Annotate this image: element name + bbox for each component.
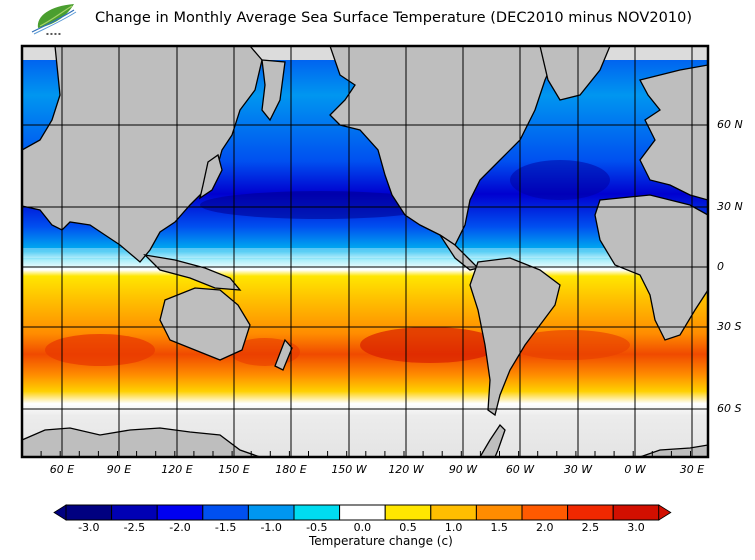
colorbar-bin	[339, 504, 386, 521]
svg-text:▪ ▪ ▪ ▪: ▪ ▪ ▪ ▪	[46, 31, 61, 36]
longitude-label: 60 W	[505, 463, 535, 476]
colorbar-bin	[430, 504, 477, 521]
colorbar-tick-label: -1.0	[260, 521, 282, 534]
longitude-label: 150 E	[218, 463, 250, 476]
graticule	[22, 46, 708, 457]
land-asia	[22, 46, 263, 263]
land-greenland	[539, 46, 611, 101]
cold-anomaly-north-pacific	[200, 191, 440, 219]
latitude-label: 0	[717, 260, 724, 273]
colorbar-tick-label: -3.0	[78, 521, 100, 534]
cold-anomaly-north-atlantic	[510, 160, 610, 200]
longitude-label: 150 W	[331, 463, 367, 476]
longitude-label: 180 E	[275, 463, 307, 476]
land-north-america	[329, 46, 561, 246]
longitude-label: 60 E	[49, 463, 75, 476]
warm-anomaly-south-pacific	[360, 327, 500, 363]
colorbar-bin	[202, 504, 249, 521]
longitude-label: 90 E	[106, 463, 132, 476]
colorbar-title: Temperature change (c)	[309, 534, 453, 548]
colorbar-tick-label: -1.5	[214, 521, 237, 534]
colorbar-bin	[293, 504, 341, 521]
colorbar-under-arrow	[53, 504, 67, 521]
land-new-zealand	[274, 338, 293, 371]
colorbar-bin	[111, 504, 158, 521]
equatorial-white-band	[22, 248, 708, 258]
land-indonesia	[143, 254, 242, 291]
colorbar-bin	[65, 504, 113, 521]
colorbar-tick-label: -0.5	[306, 521, 328, 534]
colorbar-over-arrow	[658, 504, 672, 521]
colorbar-bin	[567, 504, 614, 521]
colorbar-tick-label: 2.5	[581, 521, 600, 534]
colorbar-tick-label: 1.0	[444, 521, 463, 534]
longitude-label: 0 W	[624, 463, 646, 476]
colorbar-tick-label: 1.5	[490, 521, 508, 534]
colorbar-tick-label: 3.0	[627, 521, 645, 534]
longitude-label: 90 W	[448, 463, 478, 476]
land-europe	[639, 64, 708, 201]
longitude-label: 120 E	[161, 463, 193, 476]
land-antarctica	[22, 427, 261, 457]
colorbar-bin	[247, 504, 295, 521]
chart-title: Change in Monthly Average Sea Surface Te…	[95, 10, 693, 26]
longitude-label: 120 W	[388, 463, 424, 476]
latitude-label: 30 S	[717, 320, 742, 333]
colorbar-bin	[521, 504, 569, 521]
longitude-label: 30 E	[679, 463, 705, 476]
map-frame	[20, 44, 710, 459]
colorbar-bin	[475, 504, 523, 521]
colorbar-bin	[612, 504, 660, 521]
colorbar-tick-label: -2.0	[169, 521, 191, 534]
latitude-label: 60 N	[717, 118, 743, 131]
land-antarctic-peninsula	[479, 423, 506, 457]
warm-anomaly-south-atlantic	[510, 330, 630, 360]
latitude-label: 60 S	[717, 402, 742, 415]
colorbar-bin	[384, 504, 432, 521]
land-australia	[159, 287, 251, 361]
colorbar-bin	[156, 504, 204, 521]
leaf-logo-icon: ▪ ▪ ▪ ▪	[31, 4, 77, 36]
frame-ticks	[21, 451, 691, 457]
colorbar-tick-label: 2.0	[536, 521, 554, 534]
warm-anomaly-indian	[45, 334, 155, 366]
latitude-label: 30 N	[717, 200, 743, 213]
land-japan	[198, 153, 223, 200]
colorbar-tick-label: 0.5	[399, 521, 417, 534]
land-kamchatka	[261, 59, 286, 122]
colorbar-tick-label: 0.0	[353, 521, 372, 534]
longitude-label: 30 W	[563, 463, 593, 476]
colorbar-tick-label: -2.5	[123, 521, 146, 534]
